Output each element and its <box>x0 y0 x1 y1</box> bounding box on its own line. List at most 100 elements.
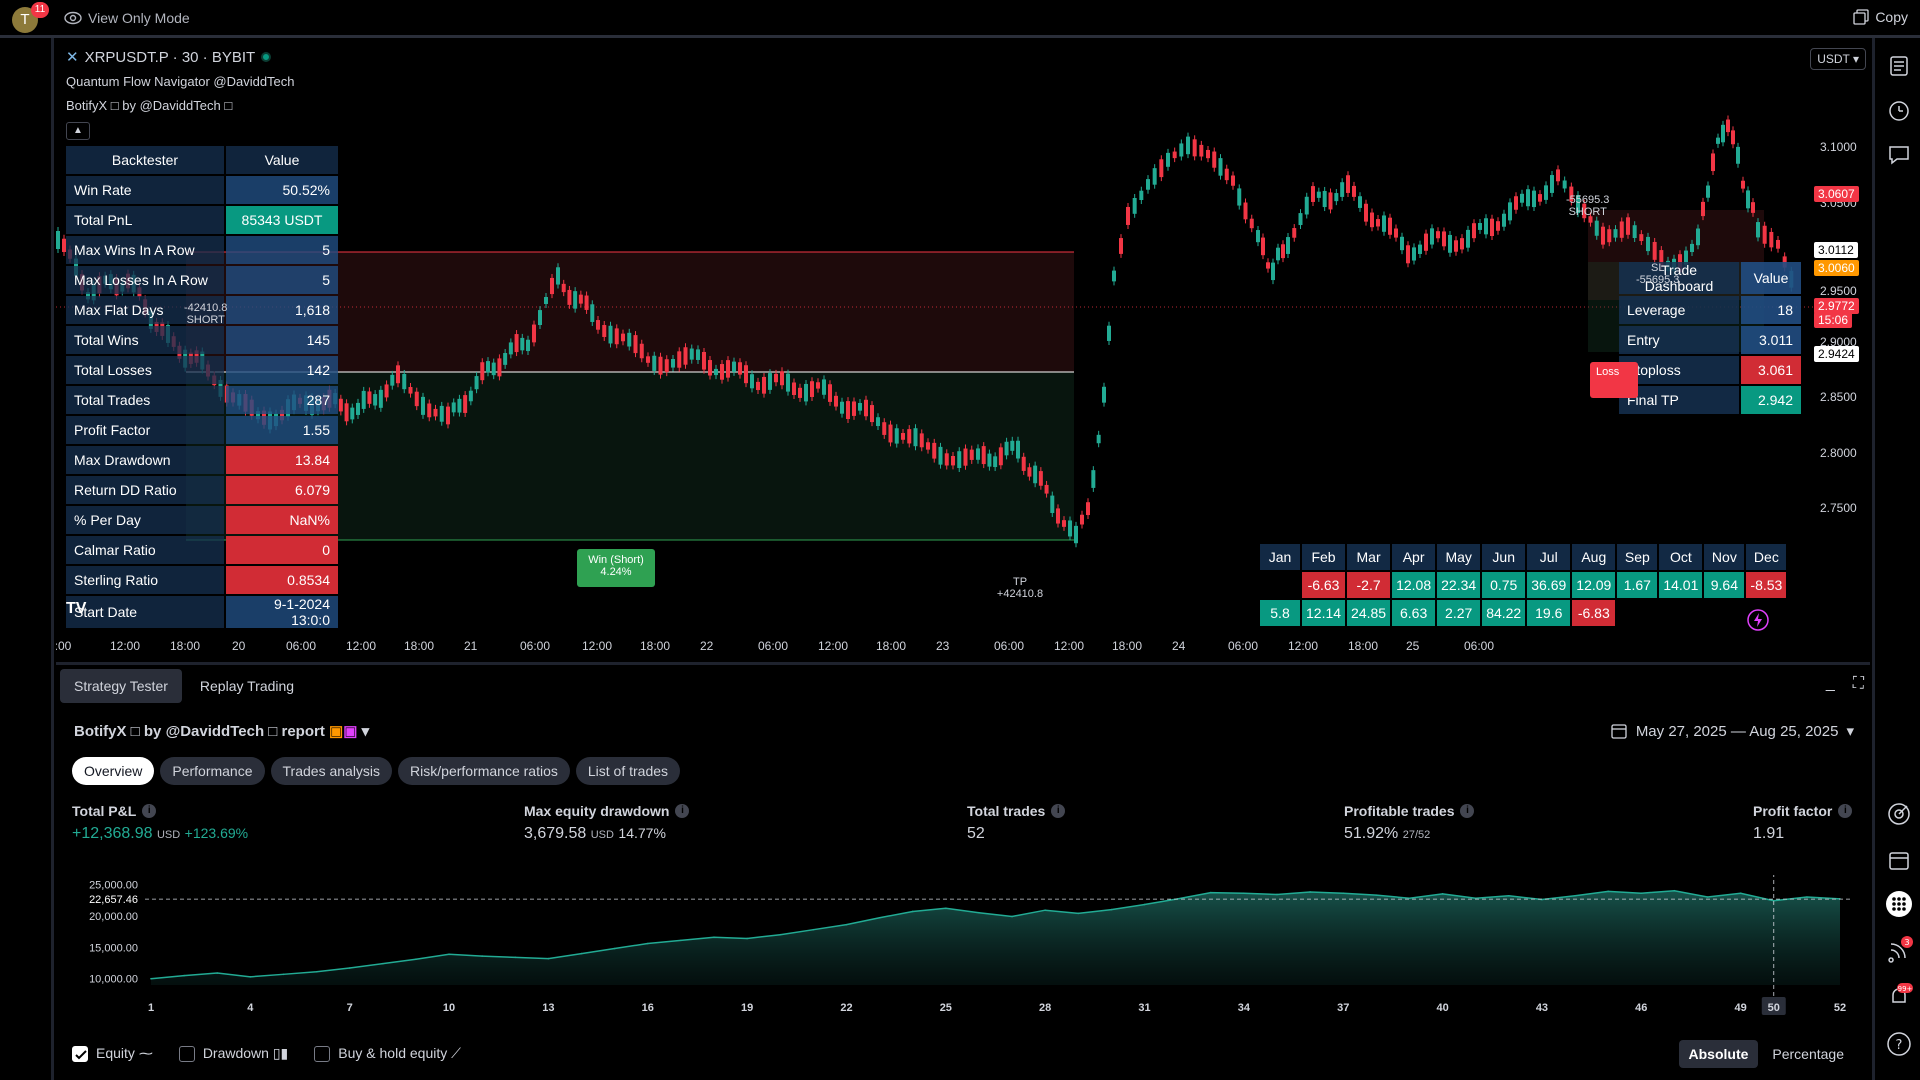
view-only-mode[interactable]: View Only Mode <box>64 10 190 26</box>
equity-point <box>415 958 417 961</box>
equity-point <box>1474 897 1477 900</box>
help-icon[interactable]: ? <box>1885 1030 1913 1058</box>
equity-point <box>680 939 682 942</box>
price-label: 3.0060 <box>1814 260 1859 276</box>
tab-trades-analysis[interactable]: Trades analysis <box>270 757 393 785</box>
equity-point <box>911 910 914 913</box>
tab-performance[interactable]: Performance <box>160 757 265 785</box>
indicator-botifyx[interactable]: BotifyX □ by @DaviddTech □ <box>66 98 233 113</box>
tab-strategy-tester[interactable]: Strategy Tester <box>60 669 182 703</box>
equity-x-tick: 25 <box>940 1002 952 1014</box>
calendar-icon[interactable] <box>1885 846 1913 874</box>
trade-dashboard-key: Stoploss <box>1619 356 1739 384</box>
short-right-value: -55695.3 <box>1566 194 1610 206</box>
tab-risk-performance[interactable]: Risk/performance ratios <box>398 757 570 785</box>
trade-dashboard-row: Entry 3.011 <box>1619 326 1801 354</box>
indicator-quantum-flow[interactable]: Quantum Flow Navigator @DaviddTech <box>66 74 295 89</box>
backtester-row: Total PnL 85343 USDT <box>66 206 338 234</box>
feed-icon[interactable]: 3 <box>1885 936 1913 964</box>
backtester-value: 287 <box>226 386 338 414</box>
equity-point <box>1011 915 1013 918</box>
equity-chart[interactable]: 25,000.00 20,000.00 15,000.00 10,000.00 22,6… <box>56 875 1870 1035</box>
equity-point <box>1441 893 1444 895</box>
date-range-picker[interactable]: May 27, 2025 — Aug 25, 2025 ▾ <box>1610 722 1854 740</box>
maximize-icon[interactable]: ⛶ <box>1852 675 1864 692</box>
info-icon[interactable]: i <box>142 804 157 818</box>
equity-point <box>1243 892 1245 895</box>
equity-point <box>945 907 947 910</box>
backtester-row: Win Rate 50.52% <box>66 176 338 204</box>
lightning-icon[interactable] <box>1746 608 1770 632</box>
backtester-value: 85343 USDT <box>226 206 338 234</box>
equity-x-tick: 43 <box>1536 1002 1548 1014</box>
equity-x-tick: 50 <box>1768 1002 1780 1014</box>
toggle-percentage[interactable]: Percentage <box>1772 1046 1844 1062</box>
time-tick: 18:00 <box>876 639 907 653</box>
equity-x-tick: 1 <box>148 1002 154 1014</box>
backtester-value: NaN% <box>226 506 338 534</box>
equity-checkbox[interactable] <box>72 1046 88 1063</box>
target-icon[interactable] <box>1885 800 1913 828</box>
chat-icon[interactable] <box>1885 140 1913 168</box>
copy-button[interactable]: Copy <box>1853 9 1908 25</box>
toggle-absolute[interactable]: Absolute <box>1678 1040 1759 1068</box>
info-icon[interactable]: i <box>1838 804 1853 818</box>
metric-profitable-trades: Profitable trades i 51.92% 27/52 <box>1344 803 1475 843</box>
short-entry-left: -42410.8 SHORT <box>184 302 227 326</box>
month-label: Aug <box>1572 544 1616 570</box>
monthly-value: 14.01 <box>1659 572 1703 598</box>
trade-dashboard-value: 18 <box>1741 296 1801 324</box>
watchlist-icon[interactable] <box>1885 52 1913 80</box>
backtester-header-row: Backtester Value <box>66 146 338 174</box>
price-chart[interactable]: ✕ XRPUSDT.P · 30 · BYBIT Quantum Flow Na… <box>56 40 1870 658</box>
backtester-row: Max Flat Days 1,618 <box>66 296 338 324</box>
info-icon[interactable]: i <box>1460 804 1475 818</box>
currency-select[interactable]: USDT ▾ <box>1810 48 1866 70</box>
time-tick: 12:00 <box>346 639 377 653</box>
price-label: 15:06 <box>1814 312 1853 328</box>
equity-y-tick: 10,000.00 <box>89 974 138 986</box>
metric-label: Profitable trades <box>1344 803 1455 819</box>
equity-point <box>845 923 848 926</box>
equity-point <box>978 911 980 914</box>
info-icon[interactable]: i <box>675 804 690 818</box>
tab-list-of-trades[interactable]: List of trades <box>575 757 681 785</box>
backtester-row: Total Losses 142 <box>66 356 338 384</box>
tab-overview[interactable]: Overview <box>72 757 155 785</box>
panel-controls: _ ⛶ <box>1826 675 1864 693</box>
metric-label: Profit factor <box>1753 803 1833 819</box>
top-bar: T 11 View Only Mode Copy <box>0 0 1920 38</box>
backtester-row: Max Losses In A Row 5 <box>66 266 338 294</box>
minimize-icon[interactable]: _ <box>1825 675 1835 692</box>
drawdown-checkbox[interactable] <box>178 1046 195 1063</box>
notifications-icon[interactable]: 99+ <box>1885 982 1913 1010</box>
time-tick: 21 <box>464 639 478 653</box>
time-tick: 18:00 <box>640 639 671 653</box>
alarm-clock-icon[interactable] <box>1885 96 1913 124</box>
month-label: Sep <box>1617 544 1658 570</box>
symbol-header[interactable]: ✕ XRPUSDT.P · 30 · BYBIT <box>66 48 272 66</box>
equity-point <box>1508 894 1510 897</box>
apps-grid-icon[interactable] <box>1885 890 1913 918</box>
backtester-row: Start Date 9-1-2024 13:0:0 <box>66 596 338 628</box>
equity-area <box>151 890 1840 985</box>
collapse-indicators-button[interactable]: ▲ <box>66 122 90 140</box>
trade-dashboard-value: 3.061 <box>1741 356 1801 384</box>
info-icon[interactable]: i <box>1051 804 1066 818</box>
equity-point <box>382 962 384 965</box>
legend-drawdown[interactable]: Drawdown ▯▮ <box>178 1045 288 1063</box>
legend-buy-hold[interactable]: Buy & hold equity ⟋ <box>314 1045 461 1063</box>
monthly-value: 6.63 <box>1392 600 1436 626</box>
price-label: 3.0607 <box>1814 186 1859 202</box>
report-title[interactable]: BotifyX □ by @DaviddTech □ report ▣▣ ▾ <box>74 722 369 740</box>
equity-point <box>646 942 649 945</box>
report-badges-icon: ▣ <box>329 723 344 740</box>
backtester-value: 13.84 <box>226 446 338 474</box>
buy-hold-checkbox[interactable] <box>314 1046 331 1063</box>
eye-icon <box>64 11 82 25</box>
equity-point <box>448 953 450 955</box>
tab-replay-trading[interactable]: Replay Trading <box>199 678 295 694</box>
equity-point <box>216 972 219 974</box>
value-mode-toggle: Absolute Percentage <box>1678 1040 1855 1068</box>
legend-equity[interactable]: Equity ⁓ <box>72 1045 153 1063</box>
